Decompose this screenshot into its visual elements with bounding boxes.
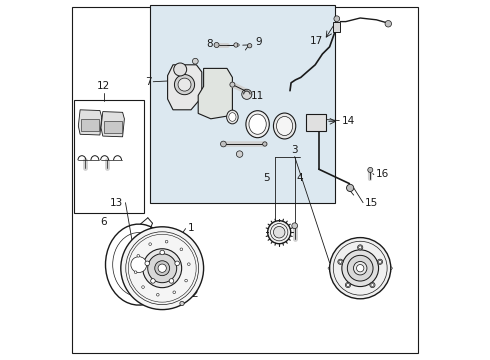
Circle shape: [368, 167, 373, 172]
Text: 5: 5: [264, 173, 270, 183]
Circle shape: [134, 271, 137, 274]
Text: 9: 9: [255, 37, 262, 48]
Circle shape: [357, 265, 364, 272]
Circle shape: [169, 279, 174, 283]
Circle shape: [242, 89, 252, 99]
Ellipse shape: [229, 113, 236, 121]
Circle shape: [268, 221, 291, 244]
Circle shape: [151, 279, 155, 283]
Text: 2: 2: [192, 289, 198, 299]
Circle shape: [174, 63, 187, 76]
Text: 12: 12: [97, 81, 111, 91]
Circle shape: [237, 44, 239, 46]
Text: 17: 17: [310, 36, 323, 46]
Ellipse shape: [276, 117, 293, 136]
Circle shape: [234, 43, 238, 47]
Text: 1: 1: [188, 222, 195, 233]
Circle shape: [370, 283, 375, 288]
Circle shape: [155, 261, 170, 276]
Text: 15: 15: [365, 198, 378, 208]
Circle shape: [359, 246, 362, 249]
Circle shape: [353, 261, 367, 275]
Circle shape: [121, 227, 204, 310]
Circle shape: [214, 42, 219, 48]
Ellipse shape: [273, 113, 296, 139]
Text: 11: 11: [250, 91, 264, 101]
Circle shape: [346, 284, 349, 287]
Bar: [149, 5, 335, 203]
Circle shape: [338, 259, 343, 264]
Text: 8: 8: [206, 39, 213, 49]
Circle shape: [178, 78, 191, 91]
Text: 13: 13: [110, 198, 123, 208]
Circle shape: [334, 16, 340, 22]
Circle shape: [149, 243, 151, 246]
Circle shape: [236, 151, 243, 157]
Text: 14: 14: [342, 116, 355, 126]
Circle shape: [185, 279, 187, 282]
Text: 7: 7: [145, 77, 151, 87]
Circle shape: [330, 238, 391, 299]
Circle shape: [175, 261, 179, 266]
Ellipse shape: [246, 111, 270, 138]
Circle shape: [173, 291, 175, 294]
Polygon shape: [168, 65, 202, 110]
Text: 6: 6: [100, 217, 107, 228]
Circle shape: [358, 245, 363, 250]
Polygon shape: [81, 119, 99, 131]
Circle shape: [147, 254, 177, 283]
Ellipse shape: [227, 110, 238, 124]
Circle shape: [165, 240, 168, 243]
Circle shape: [371, 284, 374, 287]
Bar: [74, 100, 144, 213]
Circle shape: [188, 263, 190, 266]
Circle shape: [125, 251, 152, 278]
Text: 10: 10: [207, 83, 220, 93]
Polygon shape: [101, 112, 124, 137]
Circle shape: [131, 257, 147, 273]
Circle shape: [378, 260, 382, 263]
Circle shape: [230, 82, 235, 87]
Circle shape: [377, 259, 383, 264]
Circle shape: [345, 283, 350, 288]
Circle shape: [156, 293, 159, 296]
Text: 16: 16: [375, 168, 389, 179]
Circle shape: [180, 301, 184, 306]
Circle shape: [347, 255, 373, 281]
FancyBboxPatch shape: [333, 22, 341, 32]
Text: 3: 3: [292, 145, 298, 156]
Text: 4: 4: [296, 173, 303, 183]
Polygon shape: [103, 121, 122, 133]
Circle shape: [247, 44, 252, 48]
Polygon shape: [78, 110, 102, 135]
Circle shape: [137, 255, 140, 257]
Circle shape: [342, 250, 379, 287]
Circle shape: [339, 260, 342, 263]
Circle shape: [145, 261, 149, 266]
Circle shape: [180, 248, 183, 251]
Circle shape: [143, 249, 182, 288]
Circle shape: [142, 286, 145, 288]
Circle shape: [220, 141, 226, 147]
Circle shape: [158, 264, 166, 273]
Circle shape: [263, 142, 267, 146]
Polygon shape: [198, 68, 232, 119]
Circle shape: [346, 184, 354, 192]
Circle shape: [273, 226, 285, 238]
FancyBboxPatch shape: [306, 114, 326, 131]
Circle shape: [193, 58, 198, 64]
Circle shape: [385, 21, 392, 27]
Circle shape: [160, 250, 165, 255]
Ellipse shape: [249, 114, 266, 134]
Circle shape: [174, 75, 195, 95]
Circle shape: [292, 223, 297, 229]
